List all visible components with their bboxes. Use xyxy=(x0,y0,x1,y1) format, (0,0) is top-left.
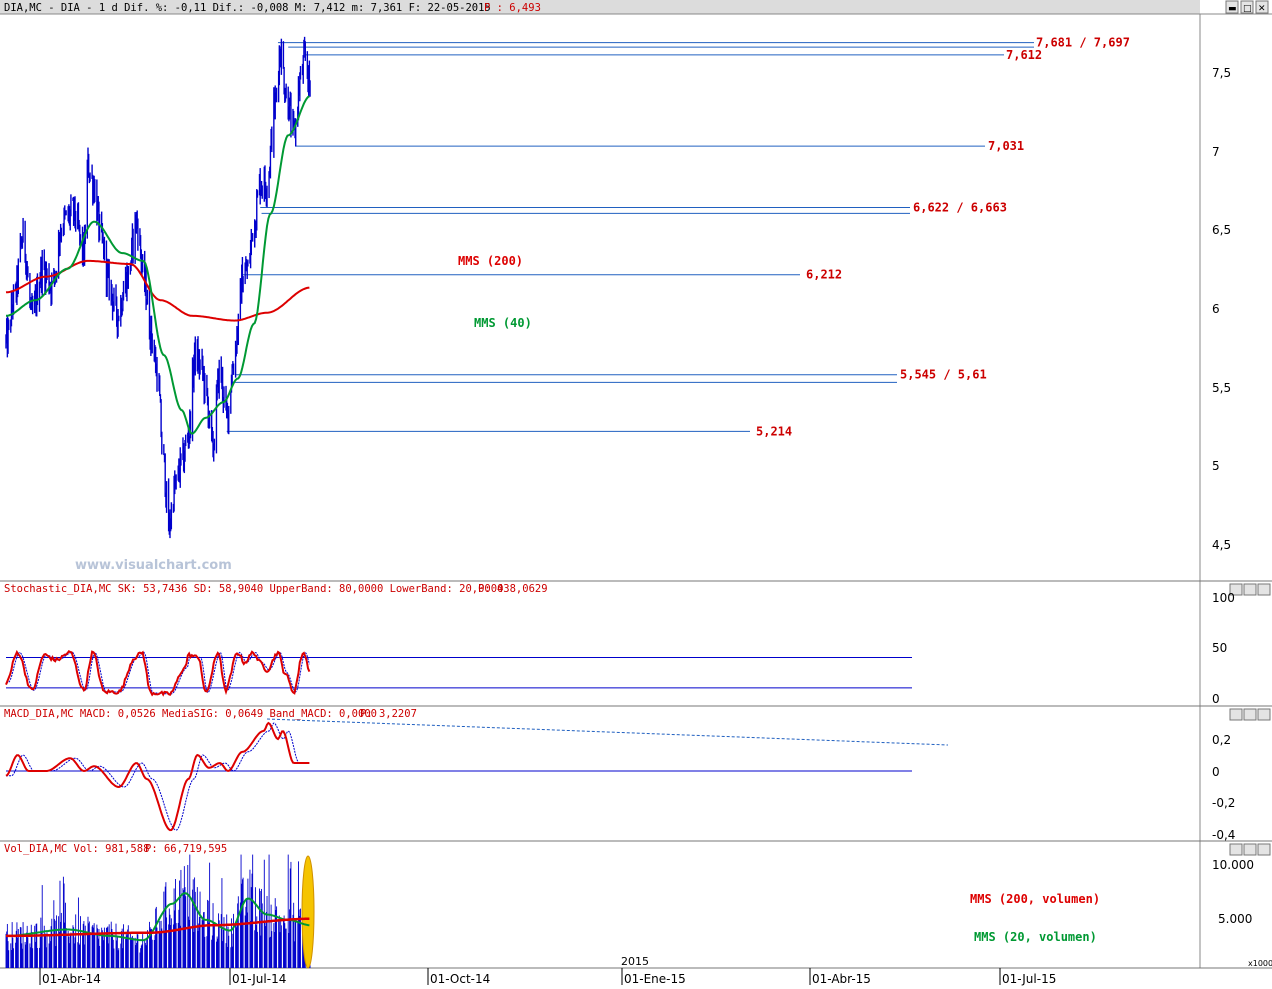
main-window-buttons: ▬ □ ✕ xyxy=(1225,0,1269,14)
date-label: 01-Oct-14 xyxy=(430,972,490,986)
price-tick: 6 xyxy=(1212,302,1220,316)
level-label: 7,681 / 7,697 xyxy=(1036,36,1130,50)
date-label: 01-Jul-14 xyxy=(232,972,286,986)
mms200-line xyxy=(5,259,310,322)
vol-mms20-label: MMS (20, volumen) xyxy=(974,930,1097,944)
mms200-label: MMS (200) xyxy=(458,254,523,268)
vol-axis: 10.000 5.000 x1000 xyxy=(1212,858,1272,968)
stoch-minimize-button[interactable] xyxy=(1229,583,1243,596)
vol-minimize-button[interactable] xyxy=(1229,843,1243,856)
vol-tick: 10.000 xyxy=(1212,858,1254,872)
macd-minimize-button[interactable] xyxy=(1229,708,1243,721)
main-header-price: P : 6,493 xyxy=(484,2,541,14)
price-tick: 7,5 xyxy=(1212,66,1231,80)
macd-divergence-line xyxy=(267,718,949,746)
macd-tick: -0,2 xyxy=(1212,796,1235,810)
date-label: 01-Abr-15 xyxy=(812,972,871,986)
level-label: 5,214 xyxy=(756,424,792,438)
stoch-axis: 100 50 0 xyxy=(1212,591,1235,706)
volume-panel xyxy=(5,854,315,969)
level-label: 7,612 xyxy=(1006,48,1042,62)
stoch-header-price: P: 438,0629 xyxy=(478,583,548,595)
macd-axis: 0,2 0 -0,2 -0,4 xyxy=(1212,733,1235,842)
vol-unit: x1000 xyxy=(1248,959,1272,968)
vol-header-text: Vol_DIA,MC Vol: 981,588 xyxy=(4,843,149,855)
price-bars xyxy=(5,36,311,539)
price-tick: 5,5 xyxy=(1212,381,1231,395)
level-label: 6,212 xyxy=(806,268,842,282)
date-label: 01-Jul-15 xyxy=(1002,972,1056,986)
minimize-icon: ▬ xyxy=(1228,4,1237,14)
mms40-line xyxy=(6,95,310,435)
stoch-tick: 50 xyxy=(1212,641,1227,655)
stochastic-panel xyxy=(5,649,912,697)
macd-tick: 0,2 xyxy=(1212,733,1231,747)
date-label: 01-Abr-14 xyxy=(42,972,101,986)
moving-averages xyxy=(5,95,310,435)
vol-window-buttons xyxy=(1229,843,1271,856)
date-label: 01-Ene-15 xyxy=(624,972,686,986)
stoch-sk-line xyxy=(5,649,311,697)
stoch-close-button[interactable] xyxy=(1257,583,1271,596)
vol-mms20-line xyxy=(6,892,310,942)
price-axis: 7,5 7 6,5 6 5,5 5 4,5 xyxy=(1212,66,1231,552)
level-label: 7,031 xyxy=(988,139,1024,153)
macd-header-text: MACD_DIA,MC MACD: 0,0526 MediaSIG: 0,064… xyxy=(4,708,377,720)
vol-header-price: P: 66,719,595 xyxy=(145,843,227,855)
macd-signal-line xyxy=(6,722,310,831)
maximize-icon: □ xyxy=(1243,4,1252,14)
close-icon: ✕ xyxy=(1258,4,1266,14)
macd-tick: 0 xyxy=(1212,765,1220,779)
vol-mms200-line xyxy=(6,917,310,938)
close-button[interactable] xyxy=(1255,0,1269,14)
level-label: 5,545 / 5,61 xyxy=(900,368,987,382)
price-tick: 5 xyxy=(1212,459,1220,473)
macd-window-buttons xyxy=(1229,708,1271,721)
vol-tick: 5.000 xyxy=(1218,912,1252,926)
main-header-bar xyxy=(0,0,1200,14)
macd-close-button[interactable] xyxy=(1257,708,1271,721)
main-header-text: DIA,MC - DIA - 1 d Dif. %: -0,11 Dif.: -… xyxy=(4,2,491,14)
macd-maximize-button[interactable] xyxy=(1243,708,1257,721)
macd-panel xyxy=(5,718,949,832)
price-tick: 4,5 xyxy=(1212,538,1231,552)
level-label: 6,622 / 6,663 xyxy=(913,201,1007,215)
stoch-maximize-button[interactable] xyxy=(1243,583,1257,596)
macd-header-price: P: 3,2207 xyxy=(360,708,417,720)
vol-close-button[interactable] xyxy=(1257,843,1271,856)
macd-tick: -0,4 xyxy=(1212,828,1235,842)
mms40-label: MMS (40) xyxy=(474,316,532,330)
stoch-header-text: Stochastic_DIA,MC SK: 53,7436 SD: 58,904… xyxy=(4,583,503,595)
minimize-button[interactable] xyxy=(1225,0,1239,14)
macd-line xyxy=(5,721,310,832)
maximize-button[interactable] xyxy=(1240,0,1254,14)
date-axis: 01-Abr-14 01-Jul-14 01-Oct-14 01-Ene-15 01-A… xyxy=(39,955,1056,986)
vol-mms200-label: MMS (200, volumen) xyxy=(970,892,1100,906)
price-tick: 6,5 xyxy=(1212,223,1231,237)
vol-maximize-button[interactable] xyxy=(1243,843,1257,856)
stoch-tick: 0 xyxy=(1212,692,1220,706)
watermark: www.visualchart.com xyxy=(75,558,232,573)
stoch-tick: 100 xyxy=(1212,591,1235,605)
year-marker: 2015 xyxy=(621,955,649,968)
volume-highlight xyxy=(301,855,315,969)
price-tick: 7 xyxy=(1212,145,1220,159)
stoch-window-buttons xyxy=(1229,583,1271,596)
